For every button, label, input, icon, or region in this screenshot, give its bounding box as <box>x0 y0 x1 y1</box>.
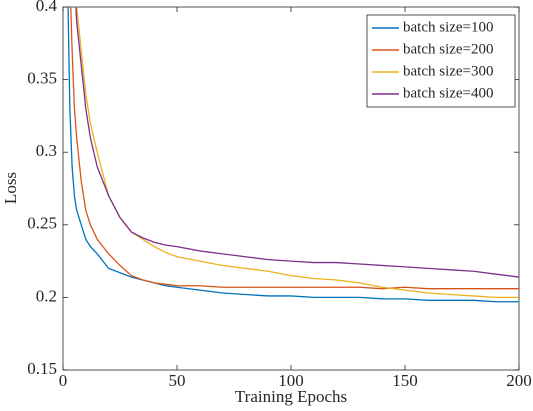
x-tick-label: 50 <box>169 371 186 390</box>
x-tick-label: 100 <box>278 371 304 390</box>
x-axis-label: Training Epochs <box>235 387 347 406</box>
legend-label: batch size=300 <box>403 63 494 79</box>
y-tick-label: 0.25 <box>27 214 57 233</box>
series-line <box>76 7 519 299</box>
y-tick-label: 0.3 <box>36 141 57 160</box>
series-line <box>75 7 519 278</box>
y-tick-label: 0.2 <box>36 286 57 305</box>
series-line <box>67 7 519 303</box>
legend-box <box>366 14 516 108</box>
x-tick-label: 200 <box>506 371 532 390</box>
legend-label: batch size=400 <box>403 85 494 101</box>
series-line <box>70 7 519 290</box>
y-tick-label: 0.15 <box>27 359 57 378</box>
y-axis-label: Loss <box>1 172 20 204</box>
y-tick-label: 0.4 <box>36 0 58 15</box>
x-tick-label: 150 <box>392 371 418 390</box>
y-tick-label: 0.35 <box>27 69 57 88</box>
legend-label: batch size=100 <box>403 19 494 35</box>
legend-label: batch size=200 <box>403 41 494 57</box>
x-tick-label: 0 <box>59 371 68 390</box>
